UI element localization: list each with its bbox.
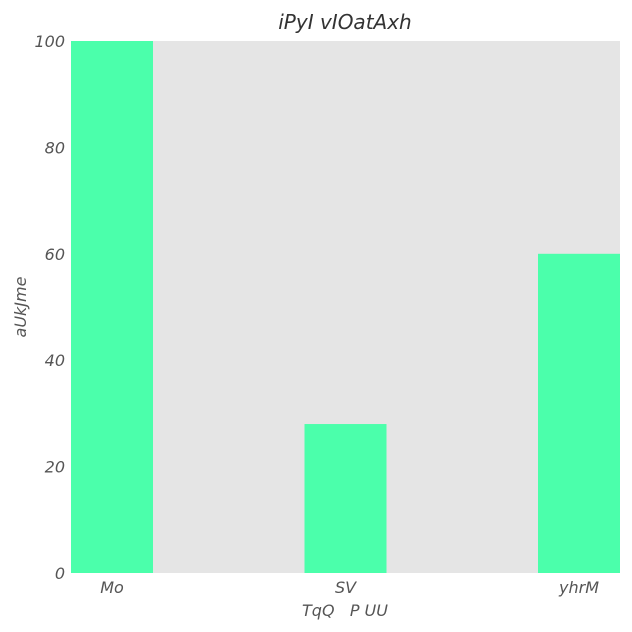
y-tick-label: 100 bbox=[34, 32, 65, 51]
x-axis-label: TqQ P UU bbox=[302, 601, 388, 620]
y-tick-label: 40 bbox=[45, 351, 65, 370]
bar-SV bbox=[304, 424, 387, 573]
x-tick-label: yhrM bbox=[558, 578, 599, 597]
y-tick-label: 0 bbox=[55, 564, 65, 583]
chart-title: iPyI vIOatAxh bbox=[278, 10, 411, 34]
bar-Mo bbox=[71, 41, 153, 573]
y-axis-label: aUkJme bbox=[11, 276, 30, 337]
x-tick-label: SV bbox=[335, 578, 357, 597]
bar-yhrM bbox=[538, 253, 620, 574]
y-tick-label: 60 bbox=[45, 245, 65, 264]
x-tick-label: Mo bbox=[100, 578, 124, 597]
y-tick-label: 20 bbox=[45, 458, 65, 477]
y-tick-label: 80 bbox=[45, 138, 65, 157]
